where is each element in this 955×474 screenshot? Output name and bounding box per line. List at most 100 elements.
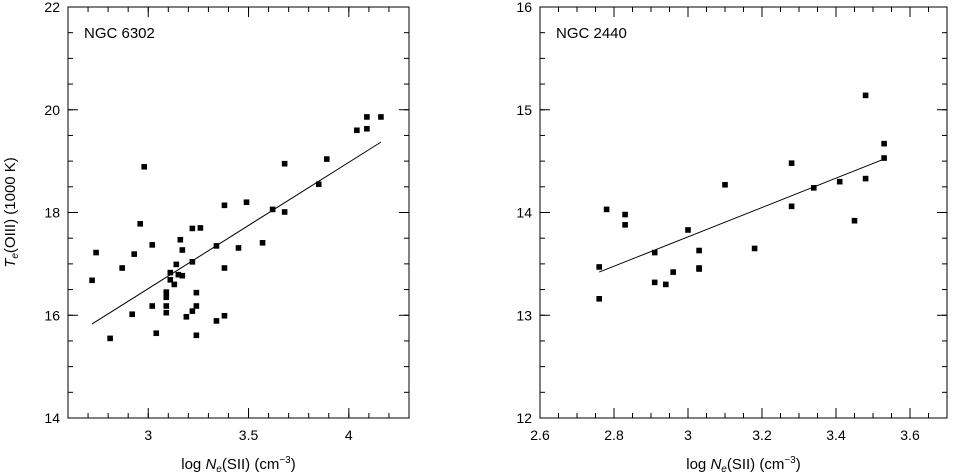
y-axis-label: Te(OIII) (1000 K) xyxy=(2,157,21,268)
data-point xyxy=(189,259,196,265)
y-tick-label: 20 xyxy=(44,102,60,118)
data-point xyxy=(153,330,160,337)
data-point xyxy=(696,247,702,254)
data-point xyxy=(281,160,288,167)
x-tick-label: 3.2 xyxy=(752,427,772,443)
data-point xyxy=(881,155,887,161)
x-tick-label: 3.4 xyxy=(826,427,846,443)
plot-frame xyxy=(67,6,410,419)
x-axis-label: log Ne(SII) (cm−3) xyxy=(686,455,801,474)
data-point xyxy=(163,289,170,295)
data-point xyxy=(243,199,250,206)
fit-line xyxy=(599,158,885,273)
data-point xyxy=(175,271,182,278)
data-point xyxy=(751,245,758,252)
data-point xyxy=(137,221,144,227)
data-point xyxy=(862,92,869,99)
data-point xyxy=(221,202,228,209)
data-point xyxy=(670,269,676,275)
data-point xyxy=(167,277,174,283)
data-point xyxy=(163,303,170,309)
data-point xyxy=(179,247,186,253)
y-tick-label: 16 xyxy=(44,307,60,323)
data-point xyxy=(213,243,220,249)
data-point xyxy=(193,332,200,339)
x-tick-label: 3 xyxy=(684,427,692,443)
data-point xyxy=(119,265,125,271)
data-point xyxy=(378,114,384,120)
y-tick-label: 14 xyxy=(44,410,60,426)
data-point xyxy=(141,163,148,170)
panel-2: 2.6 2.8 3 3.2 3.4 3.6 12 13 14 15 16 NGC 2440 log Ne… xyxy=(516,0,948,474)
data-point xyxy=(788,160,795,166)
y-tick-label: 13 xyxy=(516,307,532,323)
data-point xyxy=(851,217,858,224)
y-tick-label: 14 xyxy=(516,205,532,221)
data-point xyxy=(107,335,113,342)
plot-frame xyxy=(539,6,948,419)
x-tick-label: 4 xyxy=(345,427,353,443)
y-tick-label: 22 xyxy=(44,0,60,15)
x-tick-label: 3.6 xyxy=(900,427,920,443)
data-point xyxy=(663,281,669,288)
data-point xyxy=(364,125,370,132)
data-point xyxy=(696,266,702,272)
data-point xyxy=(651,249,658,256)
y-tick-label: 16 xyxy=(516,0,532,15)
data-point xyxy=(622,211,628,218)
data-point xyxy=(131,251,137,257)
fit-line xyxy=(91,141,382,325)
data-point xyxy=(235,245,242,251)
data-point xyxy=(622,222,628,228)
data-point xyxy=(167,269,174,276)
data-point xyxy=(788,203,795,210)
data-point xyxy=(93,249,99,256)
data-point xyxy=(177,236,184,243)
data-point xyxy=(173,261,180,268)
data-point xyxy=(354,127,360,134)
data-point xyxy=(596,296,602,302)
data-point xyxy=(596,264,602,270)
data-point xyxy=(221,312,228,319)
data-point xyxy=(171,281,178,288)
x-tick-label: 3.5 xyxy=(239,427,259,443)
data-point xyxy=(189,225,196,232)
data-point xyxy=(163,294,170,301)
data-point xyxy=(193,289,200,296)
data-point xyxy=(89,277,95,284)
y-tick-label: 12 xyxy=(516,410,532,426)
x-axis-label: log Ne(SII) (cm−3) xyxy=(181,455,296,474)
data-point xyxy=(193,303,200,309)
data-point xyxy=(651,279,658,286)
data-point xyxy=(269,206,276,213)
data-point xyxy=(281,209,288,215)
data-point xyxy=(722,181,728,188)
data-point xyxy=(149,242,156,248)
data-point xyxy=(881,140,887,147)
data-point xyxy=(183,313,190,320)
data-point xyxy=(836,178,843,185)
x-tick-label: 3 xyxy=(144,427,152,443)
data-point xyxy=(189,308,196,314)
panel-annotation: NGC 6302 xyxy=(84,25,155,42)
x-tick-label: 2.6 xyxy=(530,427,550,443)
panel-annotation: NGC 2440 xyxy=(556,25,627,42)
y-tick-label: 18 xyxy=(44,205,60,221)
data-point xyxy=(163,309,170,316)
data-point xyxy=(685,227,691,233)
data-point xyxy=(149,303,156,309)
data-point xyxy=(323,156,330,162)
data-point xyxy=(221,265,228,271)
data-point xyxy=(364,114,370,120)
data-point xyxy=(811,185,817,191)
data-point xyxy=(259,240,266,246)
panel-1: 3 3.5 4 14 16 18 20 22 NGC 6302 log Ne(SII) (cm−3… xyxy=(2,0,410,474)
data-point xyxy=(862,175,869,182)
y-tick-label: 15 xyxy=(516,102,532,118)
data-point xyxy=(603,206,610,213)
data-point xyxy=(315,181,322,188)
data-point xyxy=(213,318,220,324)
data-point xyxy=(129,311,135,318)
data-point xyxy=(179,272,186,279)
